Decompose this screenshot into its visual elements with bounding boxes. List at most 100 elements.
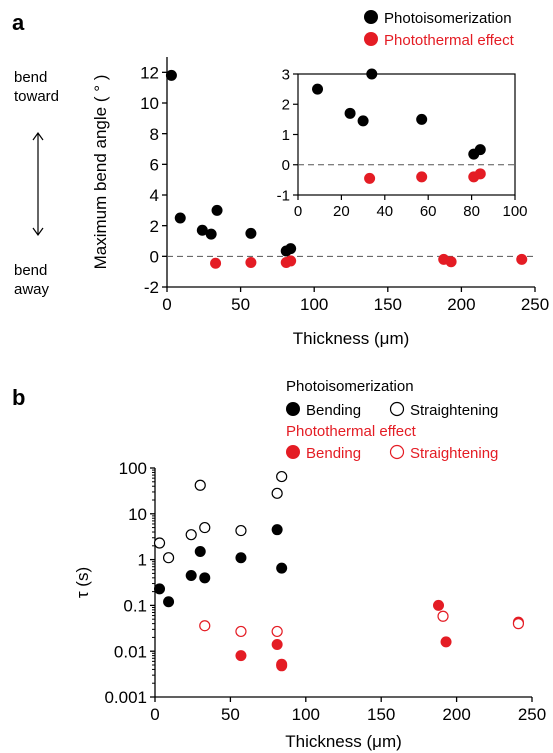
legend-b-pt-bending: Bending bbox=[306, 445, 361, 462]
x-axis-label: Thickness (μm) bbox=[285, 732, 402, 751]
data-point bbox=[312, 83, 324, 95]
data-point bbox=[512, 618, 525, 630]
data-point bbox=[276, 470, 288, 483]
bend-away-label-line2: away bbox=[14, 281, 50, 298]
data-point bbox=[185, 569, 197, 581]
data-point bbox=[235, 650, 247, 662]
x-tick-label: 200 bbox=[447, 295, 475, 314]
x-tick-label: 80 bbox=[463, 203, 480, 220]
data-point bbox=[474, 144, 486, 156]
y-tick-label: 2 bbox=[282, 97, 290, 114]
legend-marker-photothermal bbox=[364, 32, 378, 46]
data-point bbox=[210, 257, 222, 269]
data-point bbox=[153, 537, 166, 549]
bend-toward-label-line1: bend bbox=[14, 69, 47, 86]
y-axis-label: Maximum bend angle ( ° ) bbox=[91, 75, 110, 270]
data-point bbox=[235, 524, 247, 537]
x-tick-label: 200 bbox=[442, 705, 470, 724]
data-point bbox=[199, 521, 211, 534]
panel-label-a: a bbox=[12, 10, 25, 35]
y-axis-label: τ (s) bbox=[73, 567, 92, 598]
y-tick-label: 1 bbox=[138, 551, 147, 570]
x-tick-label: 0 bbox=[294, 203, 302, 220]
data-point bbox=[271, 639, 283, 651]
legend-b-photoisomerization: Photoisomerization bbox=[286, 378, 414, 395]
data-point bbox=[165, 69, 177, 81]
data-point bbox=[364, 172, 376, 184]
legend-b-iso-bending: Bending bbox=[306, 402, 361, 419]
data-point bbox=[211, 204, 223, 216]
x-tick-label: 40 bbox=[376, 203, 393, 220]
legend-b-marker-iso-straightening bbox=[389, 401, 405, 417]
x-tick-label: 50 bbox=[231, 295, 250, 314]
y-tick-label: 6 bbox=[150, 155, 159, 174]
data-point bbox=[276, 658, 288, 670]
data-point bbox=[445, 256, 457, 268]
data-point bbox=[245, 256, 257, 268]
x-tick-label: 100 bbox=[292, 705, 320, 724]
data-point bbox=[416, 171, 428, 183]
data-point bbox=[516, 253, 528, 265]
data-point bbox=[285, 255, 297, 267]
y-tick-label: 0.1 bbox=[123, 597, 147, 616]
y-tick-label: -1 bbox=[277, 187, 290, 204]
y-tick-label: 0.01 bbox=[114, 642, 147, 661]
data-point bbox=[271, 625, 283, 638]
legend-marker-photoisomerization bbox=[364, 10, 378, 24]
y-tick-label: 0 bbox=[150, 247, 159, 266]
x-tick-label: 50 bbox=[221, 705, 240, 724]
data-point bbox=[174, 212, 186, 224]
data-point bbox=[205, 228, 217, 240]
y-tick-label: 12 bbox=[140, 63, 159, 82]
data-point bbox=[440, 636, 452, 648]
data-point bbox=[285, 243, 297, 255]
legend-b-marker-pt-straightening bbox=[389, 444, 405, 460]
data-point bbox=[276, 562, 288, 574]
x-tick-label: 100 bbox=[502, 203, 527, 220]
data-point bbox=[196, 224, 208, 236]
data-point bbox=[163, 596, 175, 608]
y-tick-label: 2 bbox=[150, 217, 159, 236]
data-point bbox=[366, 68, 378, 80]
bend-direction-arrow bbox=[32, 131, 44, 237]
y-tick-label: 0.001 bbox=[104, 688, 147, 707]
data-point bbox=[357, 115, 369, 127]
y-tick-label: 100 bbox=[119, 459, 147, 478]
legend-b-iso-straightening: Straightening bbox=[410, 402, 498, 419]
legend-b-marker-pt-bending bbox=[286, 445, 300, 459]
x-tick-label: 0 bbox=[150, 705, 159, 724]
data-point bbox=[194, 546, 206, 558]
bend-toward-label-line2: toward bbox=[14, 88, 59, 105]
y-tick-label: -2 bbox=[144, 278, 159, 297]
data-point bbox=[344, 107, 356, 119]
x-tick-label: 60 bbox=[420, 203, 437, 220]
legend-b-pt-straightening: Straightening bbox=[410, 445, 498, 462]
y-tick-label: 10 bbox=[128, 505, 147, 524]
y-tick-label: 10 bbox=[140, 94, 159, 113]
data-point bbox=[162, 552, 175, 564]
data-point bbox=[235, 552, 247, 564]
x-tick-label: 150 bbox=[374, 295, 402, 314]
y-tick-label: 8 bbox=[150, 125, 159, 144]
data-point bbox=[416, 113, 428, 125]
x-tick-label: 20 bbox=[333, 203, 350, 220]
y-tick-label: 1 bbox=[282, 127, 290, 144]
x-tick-label: 100 bbox=[300, 295, 328, 314]
data-point bbox=[235, 625, 247, 638]
data-point bbox=[474, 168, 486, 180]
x-tick-label: 150 bbox=[367, 705, 395, 724]
y-tick-label: 0 bbox=[282, 157, 290, 174]
data-point bbox=[433, 599, 445, 611]
x-tick-label: 0 bbox=[162, 295, 171, 314]
legend-photoisomerization: Photoisomerization bbox=[384, 10, 512, 27]
y-tick-label: 4 bbox=[150, 186, 159, 205]
panel-label-b: b bbox=[12, 385, 25, 410]
data-point bbox=[271, 487, 283, 499]
data-point bbox=[199, 572, 211, 584]
data-point bbox=[437, 610, 449, 622]
bend-away-label-line1: bend bbox=[14, 262, 47, 279]
data-point bbox=[245, 227, 257, 239]
